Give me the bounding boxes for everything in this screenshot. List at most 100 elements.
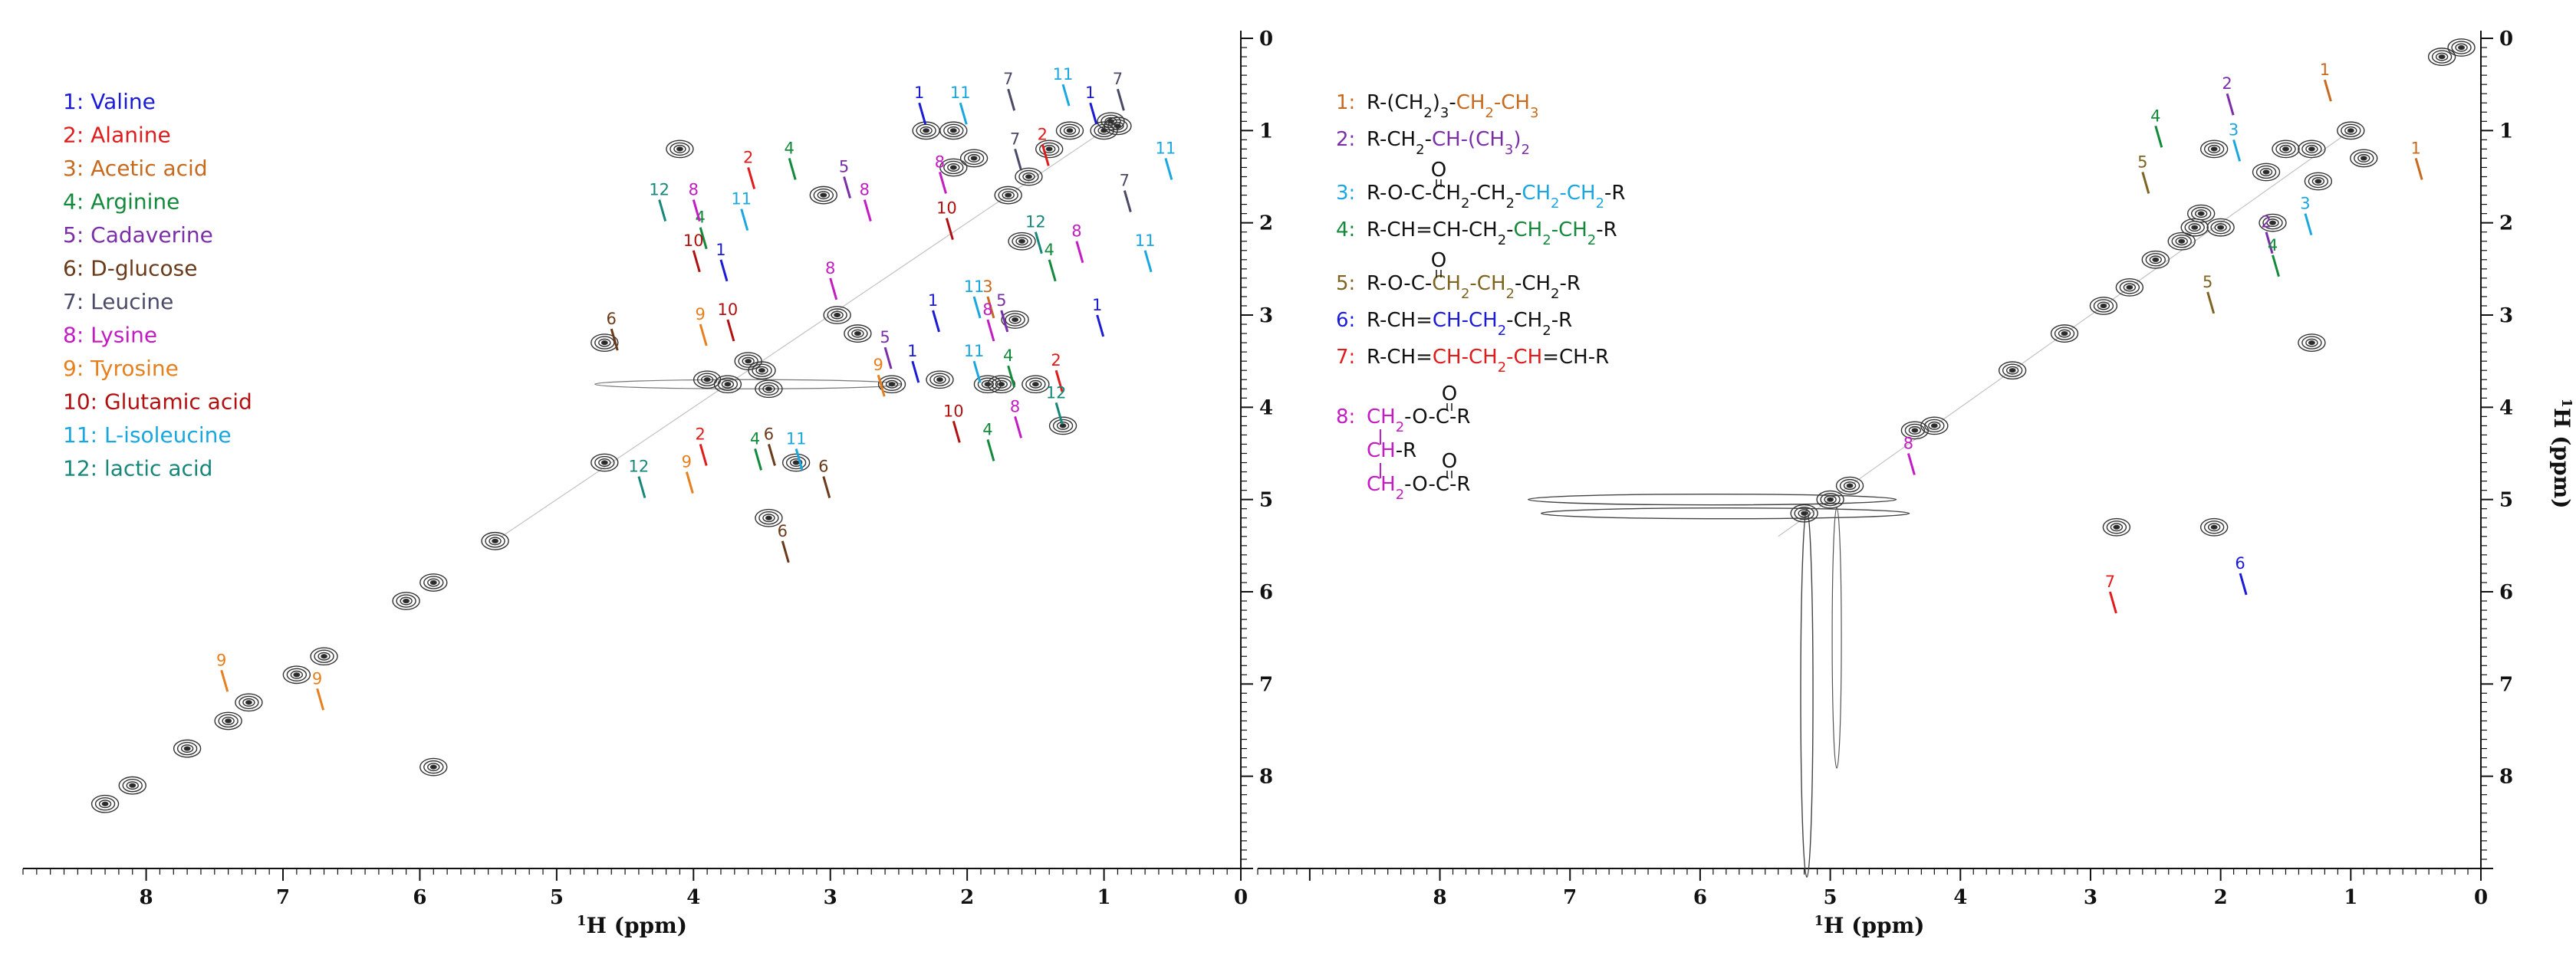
contour-ring [118,776,146,795]
annotation-leader-line [945,218,954,241]
formula-segment: R-CH [1367,128,1416,151]
contour-ring [926,370,954,389]
contour-ring [2102,517,2131,537]
annotation-leader-line [952,420,961,443]
annotation-leader-line [1143,250,1153,273]
contour-peak [591,453,619,472]
formula-segment: -CH [1494,91,1530,114]
formula-segment: -CH [1551,218,1587,241]
contour-ring [2089,297,2118,315]
legend-entry: 5: Cadaverine [63,222,213,248]
contour-ring [959,149,989,168]
formula-segment: 2 [1461,195,1469,212]
diagonal-trace [502,130,1104,537]
contour-peak [755,508,783,527]
contour-peak [2427,48,2456,66]
annotation-leader-line [986,319,995,342]
peak-annotation-label: 6 [764,425,774,443]
contour-ring [789,458,803,468]
y-tick-label: 7 [2499,673,2513,696]
y-tick-label: 0 [1259,28,1273,51]
contour-peak [173,739,202,758]
annotation-leader-line [2141,172,2150,194]
contour-ring [282,665,311,685]
contour-peak [591,333,619,352]
legend-formula: R-CH=CH-CH2-CH=CH-R [1367,346,1609,376]
formula-segment: 2 [1485,105,1493,121]
contour-ring [2308,340,2315,346]
legend-entry: 3: Acetic acid [63,156,208,181]
contour-ring [1798,509,1811,518]
contour-ring [2093,299,2114,313]
contour-ring [314,649,334,663]
contour-peak [1790,504,1818,523]
contour-ring [933,375,946,384]
contour-ring [1066,128,1074,133]
peak-annotation-label: 12 [1046,383,1067,402]
contour-peak [118,776,146,795]
contour-ring [1031,382,1039,387]
contour-ring [2210,220,2231,235]
contour-ring [2199,140,2229,159]
formula-segment: CH [1456,91,1485,114]
contour-ring [809,186,837,205]
peak-annotation-label: 9 [312,669,322,688]
contour-ring [598,338,611,347]
formula-segment: 2 [1498,323,1506,339]
x-tick-label: 7 [1563,886,1577,909]
contour-ring [2171,235,2192,248]
contour-ring [1015,167,1043,186]
contour-ring [2435,52,2449,61]
contour-ring [1035,140,1064,159]
contour-ring [2050,324,2079,343]
contour-ring [1843,481,1857,491]
annotation-leader-line [767,444,776,466]
contour-ring [1018,169,1039,184]
annotation-leader-line [692,199,701,222]
y-tick-label: 3 [2499,304,2513,327]
contour-ring [2206,218,2235,237]
x-tick-label: 5 [1824,886,1837,909]
contour-ring [2344,126,2357,135]
x-tick-label: 0 [2474,886,2488,909]
formula-segment: CH [1522,182,1551,205]
annotation-leader-line [781,540,790,563]
peak-annotation-label: 2 [1051,351,1061,369]
contour-ring [854,330,861,337]
contour-ring [2207,144,2221,153]
annotation-leader-line [2304,213,2313,236]
x-tick-label: 7 [276,886,290,909]
annotation-leader-line [1096,314,1105,337]
contour-ring [2194,209,2208,218]
contour-ring [844,324,872,343]
formula-segment: R-O-C-CH [1367,182,1461,205]
contour-ring [998,188,1018,202]
legend-entry-number: 6: [1336,309,1355,332]
peak-annotation-label: 2 [1038,125,1048,143]
annotation-leader-line [883,346,893,369]
annotation-leader-line [754,448,763,471]
contour-ring [963,151,985,166]
contour-ring [1015,237,1028,246]
peak-annotation-label: 4 [2268,236,2278,254]
contour-peak [1048,416,1077,435]
legend-entry: 7: Leucine [63,289,173,314]
peak-annotation-label: 8 [982,300,992,319]
contour-ring [1100,114,1121,129]
legend-entry: 2: Alanine [63,123,171,148]
contour-peak [2089,297,2118,315]
contour-peak [2259,213,2287,232]
x-axis-title-main: H (ppm) [1824,913,1924,938]
contour-ring [180,744,194,754]
contour-ring [2123,283,2137,292]
annotation-leader-line [2226,93,2235,116]
contour-ring [885,379,899,389]
contour-peak [1816,490,1844,509]
annotation-leader-line [2272,254,2280,277]
annotation-leader-line [972,360,982,383]
contour-peak [2272,140,2300,159]
peak-annotation-label: 1 [716,241,725,259]
formula-segment: 2 [1416,142,1424,158]
contour-ring [2304,172,2333,191]
contour-peak [235,693,263,712]
